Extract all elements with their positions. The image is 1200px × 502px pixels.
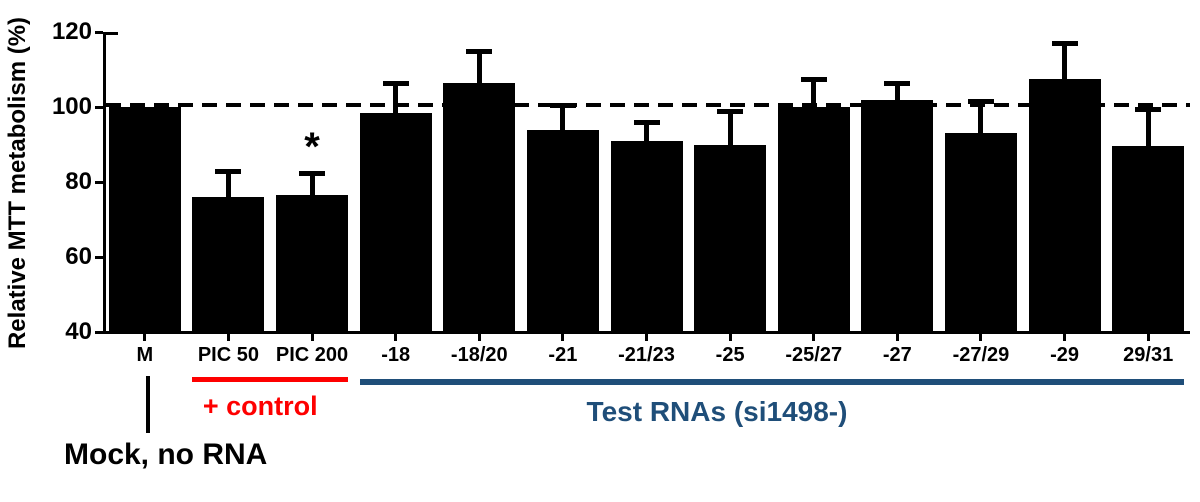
x-tick xyxy=(477,331,481,341)
error-bar-cap xyxy=(967,99,994,105)
error-bar-cap xyxy=(466,48,493,54)
y-tick xyxy=(95,330,103,334)
error-bar-cap xyxy=(382,80,409,86)
x-tick xyxy=(226,331,230,341)
bar xyxy=(610,140,683,333)
x-tick xyxy=(645,331,648,341)
x-tick xyxy=(561,331,565,341)
reference-dashed-line xyxy=(106,103,1190,107)
x-tick xyxy=(979,331,983,341)
bar xyxy=(944,133,1017,333)
x-tick-label: M xyxy=(136,344,154,366)
y-tick-label: 60 xyxy=(65,243,92,270)
bar xyxy=(108,107,181,333)
x-tick-label: -25 xyxy=(715,344,745,366)
x-tick xyxy=(812,331,816,341)
error-bar-cap xyxy=(299,170,326,176)
x-tick-label: PIC 200 xyxy=(275,344,349,366)
error-bar-cap xyxy=(884,80,911,86)
x-tick-label: -27 xyxy=(882,344,912,366)
x-tick xyxy=(1146,331,1150,341)
bar xyxy=(443,82,516,333)
error-bar-stem xyxy=(393,82,399,113)
error-bar-stem xyxy=(476,50,482,83)
y-tick xyxy=(95,180,103,184)
x-tick-label: -21 xyxy=(548,344,578,366)
error-bar-cap xyxy=(800,76,827,82)
error-bar-stem xyxy=(225,170,231,197)
x-tick-label: -27/29 xyxy=(952,344,1010,366)
control-group-label: + control xyxy=(202,391,318,421)
control-group-underline xyxy=(192,377,349,382)
y-tick-label: 120 xyxy=(51,18,92,45)
y-tick-label: 40 xyxy=(65,318,92,345)
error-bar-cap xyxy=(549,103,576,109)
y-tick-label: 100 xyxy=(51,93,92,120)
error-bar-cap xyxy=(215,168,242,174)
error-bar-stem xyxy=(978,101,984,134)
bar xyxy=(1112,146,1185,333)
y-tick xyxy=(95,255,103,259)
error-bar-stem xyxy=(811,78,817,107)
x-tick xyxy=(310,331,314,341)
error-bar-stem xyxy=(727,110,733,145)
test-group-label: Test RNAs (si1498-) xyxy=(586,396,848,427)
x-tick xyxy=(1063,331,1067,341)
x-tick-label: -29 xyxy=(1050,344,1080,366)
error-bar-stem xyxy=(560,105,566,130)
x-tick xyxy=(895,331,899,341)
error-bar-stem xyxy=(894,82,900,100)
x-tick-label: -25/27 xyxy=(785,344,843,366)
x-tick xyxy=(728,331,732,341)
significance-star: * xyxy=(304,124,320,169)
y-axis-line xyxy=(103,32,106,333)
mock-group-label: Mock, no RNA xyxy=(64,438,268,471)
bar xyxy=(359,112,432,333)
x-tick-label: PIC 50 xyxy=(197,344,259,366)
bar xyxy=(526,129,599,333)
bar xyxy=(276,195,349,333)
error-bar-cap xyxy=(633,120,660,125)
bar xyxy=(861,99,934,333)
x-tick-label: 29/31 xyxy=(1123,344,1174,366)
y-tick xyxy=(95,105,103,109)
x-tick xyxy=(143,331,147,341)
x-tick-label: -18 xyxy=(381,344,411,366)
mock-pointer-line xyxy=(146,376,150,433)
error-bar-stem xyxy=(1145,108,1151,147)
error-bar-cap xyxy=(717,108,744,114)
y-tick-label: 80 xyxy=(65,168,92,195)
bar xyxy=(1028,78,1101,333)
bar xyxy=(777,107,850,333)
bar xyxy=(694,144,767,333)
x-tick-label: -18/20 xyxy=(450,344,508,366)
bar xyxy=(192,197,265,333)
error-bar-cap xyxy=(1135,106,1162,112)
error-bar-stem xyxy=(1062,43,1068,79)
y-axis-top-stub xyxy=(103,32,118,35)
x-tick-label: -21/23 xyxy=(618,344,675,366)
y-axis-title: Relative MTT metabolism (%) xyxy=(4,16,31,350)
y-tick xyxy=(95,30,103,34)
x-tick xyxy=(394,331,398,341)
test-group-underline xyxy=(359,379,1185,385)
error-bar-stem xyxy=(309,172,315,196)
error-bar-cap xyxy=(1051,41,1078,47)
error-bar-stem xyxy=(644,122,649,141)
